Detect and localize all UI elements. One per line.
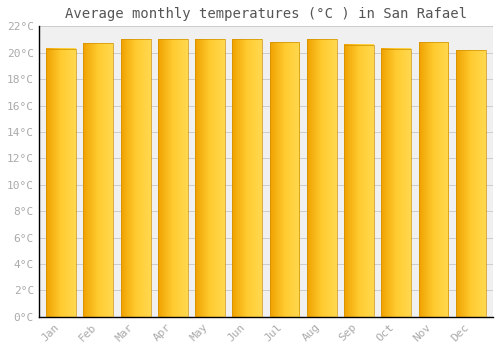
Bar — [270, 42, 300, 317]
Bar — [195, 40, 225, 317]
Bar — [120, 40, 150, 317]
Bar — [232, 40, 262, 317]
Bar — [456, 50, 486, 317]
Bar — [46, 49, 76, 317]
Bar — [382, 49, 411, 317]
Bar — [158, 40, 188, 317]
Bar — [344, 45, 374, 317]
Bar — [418, 42, 448, 317]
Title: Average monthly temperatures (°C ) in San Rafael: Average monthly temperatures (°C ) in Sa… — [65, 7, 467, 21]
Bar — [84, 43, 114, 317]
Bar — [307, 40, 336, 317]
